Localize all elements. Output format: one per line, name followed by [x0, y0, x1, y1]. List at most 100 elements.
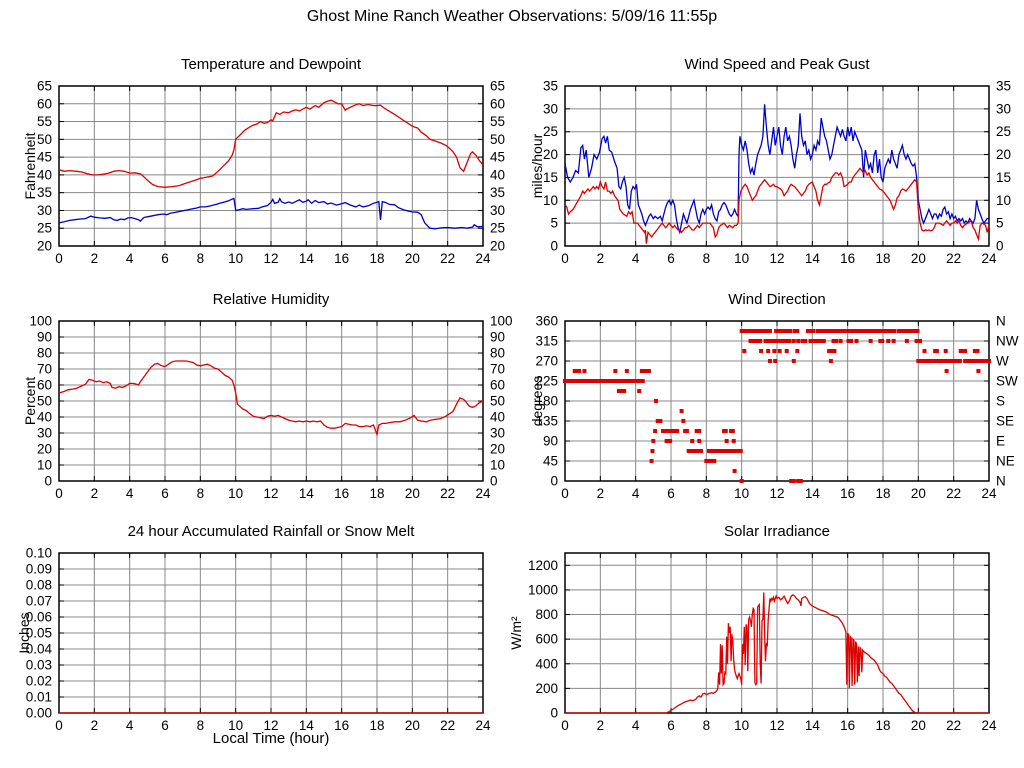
svg-text:0: 0: [561, 486, 569, 501]
svg-text:S: S: [996, 394, 1005, 409]
svg-text:400: 400: [535, 656, 558, 671]
svg-text:24: 24: [475, 718, 491, 733]
svg-text:8: 8: [197, 486, 205, 501]
svg-text:18: 18: [369, 718, 384, 733]
svg-text:14: 14: [299, 718, 315, 733]
page-title: Ghost Mine Ranch Weather Observations: 5…: [306, 8, 718, 25]
svg-text:10: 10: [37, 458, 52, 473]
chart-rainfall: 24 hour Accumulated Rainfall or Snow Mel…: [0, 520, 512, 764]
svg-text:0: 0: [561, 718, 569, 733]
svg-text:16: 16: [334, 486, 349, 501]
svg-text:16: 16: [840, 718, 855, 733]
chart-solar-irradiance: Solar Irradiance W/m² 0 2 4 6 8 10 12 14 16 18 20 2…: [508, 520, 1024, 764]
svg-text:25: 25: [543, 124, 558, 139]
svg-text:65: 65: [37, 79, 52, 94]
svg-text:NE: NE: [996, 454, 1015, 469]
svg-text:30: 30: [490, 426, 505, 441]
svg-text:10: 10: [734, 486, 749, 501]
svg-text:22: 22: [946, 486, 961, 501]
svg-text:0.07: 0.07: [26, 594, 52, 609]
svg-text:12: 12: [263, 251, 278, 266]
svg-text:25: 25: [37, 221, 52, 236]
svg-text:10: 10: [228, 251, 243, 266]
svg-text:60: 60: [490, 378, 505, 393]
svg-text:20: 20: [490, 239, 505, 254]
chart-title: Temperature and Dewpoint: [180, 56, 362, 73]
svg-text:0.00: 0.00: [26, 706, 52, 721]
svg-text:35: 35: [37, 185, 52, 200]
svg-text:0.06: 0.06: [26, 610, 52, 625]
chart-title: Solar Irradiance: [724, 523, 830, 540]
svg-text:18: 18: [369, 486, 384, 501]
svg-text:10: 10: [734, 718, 749, 733]
svg-text:0: 0: [550, 706, 558, 721]
svg-text:8: 8: [197, 251, 205, 266]
x-axis-label: Local Time (hour): [212, 730, 330, 747]
svg-text:70: 70: [490, 362, 505, 377]
svg-text:6: 6: [161, 718, 169, 733]
svg-text:315: 315: [535, 334, 558, 349]
svg-text:20: 20: [405, 718, 420, 733]
svg-text:6: 6: [667, 486, 675, 501]
svg-text:SE: SE: [996, 414, 1014, 429]
svg-text:35: 35: [543, 79, 558, 94]
svg-text:24: 24: [475, 486, 491, 501]
svg-text:18: 18: [875, 486, 890, 501]
chart-title: Wind Speed and Peak Gust: [684, 56, 870, 73]
svg-text:NW: NW: [996, 334, 1019, 349]
svg-text:30: 30: [37, 426, 52, 441]
svg-text:50: 50: [37, 132, 52, 147]
svg-text:5: 5: [996, 216, 1004, 231]
svg-text:N: N: [996, 474, 1006, 489]
svg-text:65: 65: [490, 79, 505, 94]
svg-text:1200: 1200: [528, 558, 558, 573]
rainfall-plot: 0 2 4 6 8 10 12 14 16 18 20 22 240.000.010.020.030.0…: [26, 546, 491, 734]
svg-text:0.04: 0.04: [26, 642, 53, 657]
svg-text:0: 0: [490, 474, 498, 489]
svg-text:0.05: 0.05: [26, 626, 52, 641]
svg-text:N: N: [996, 314, 1006, 329]
svg-text:1000: 1000: [528, 582, 558, 597]
svg-text:50: 50: [490, 132, 505, 147]
svg-text:15: 15: [996, 170, 1011, 185]
svg-text:2: 2: [597, 718, 605, 733]
svg-text:5: 5: [550, 216, 558, 231]
svg-text:0.09: 0.09: [26, 562, 52, 577]
svg-text:16: 16: [334, 251, 349, 266]
svg-text:18: 18: [369, 251, 384, 266]
svg-text:10: 10: [490, 458, 505, 473]
svg-text:12: 12: [263, 486, 278, 501]
svg-text:60: 60: [37, 96, 52, 111]
svg-text:20: 20: [911, 486, 926, 501]
svg-text:0: 0: [44, 474, 52, 489]
svg-text:0: 0: [55, 718, 63, 733]
svg-text:4: 4: [632, 251, 640, 266]
svg-text:4: 4: [126, 718, 134, 733]
svg-text:22: 22: [440, 486, 455, 501]
svg-text:20: 20: [911, 251, 926, 266]
svg-text:60: 60: [490, 96, 505, 111]
svg-text:30: 30: [996, 101, 1011, 116]
svg-text:2: 2: [91, 718, 99, 733]
chart-title: 24 hour Accumulated Rainfall or Snow Mel…: [127, 523, 415, 540]
svg-text:10: 10: [996, 193, 1011, 208]
svg-text:90: 90: [490, 330, 505, 345]
solar-irradiance-plot: 0 2 4 6 8 10 12 14 16 18 20 22 240200400600800100012…: [528, 552, 997, 733]
svg-text:100: 100: [490, 314, 512, 329]
svg-text:35: 35: [490, 185, 505, 200]
svg-text:600: 600: [535, 632, 558, 647]
svg-text:0.08: 0.08: [26, 578, 52, 593]
svg-text:180: 180: [535, 394, 558, 409]
svg-text:12: 12: [769, 251, 784, 266]
svg-text:SW: SW: [996, 374, 1018, 389]
svg-text:10: 10: [228, 718, 243, 733]
svg-text:90: 90: [37, 330, 52, 345]
svg-text:22: 22: [946, 718, 961, 733]
svg-text:45: 45: [490, 150, 505, 165]
svg-text:10: 10: [543, 193, 558, 208]
svg-text:22: 22: [440, 718, 455, 733]
svg-text:12: 12: [769, 718, 784, 733]
